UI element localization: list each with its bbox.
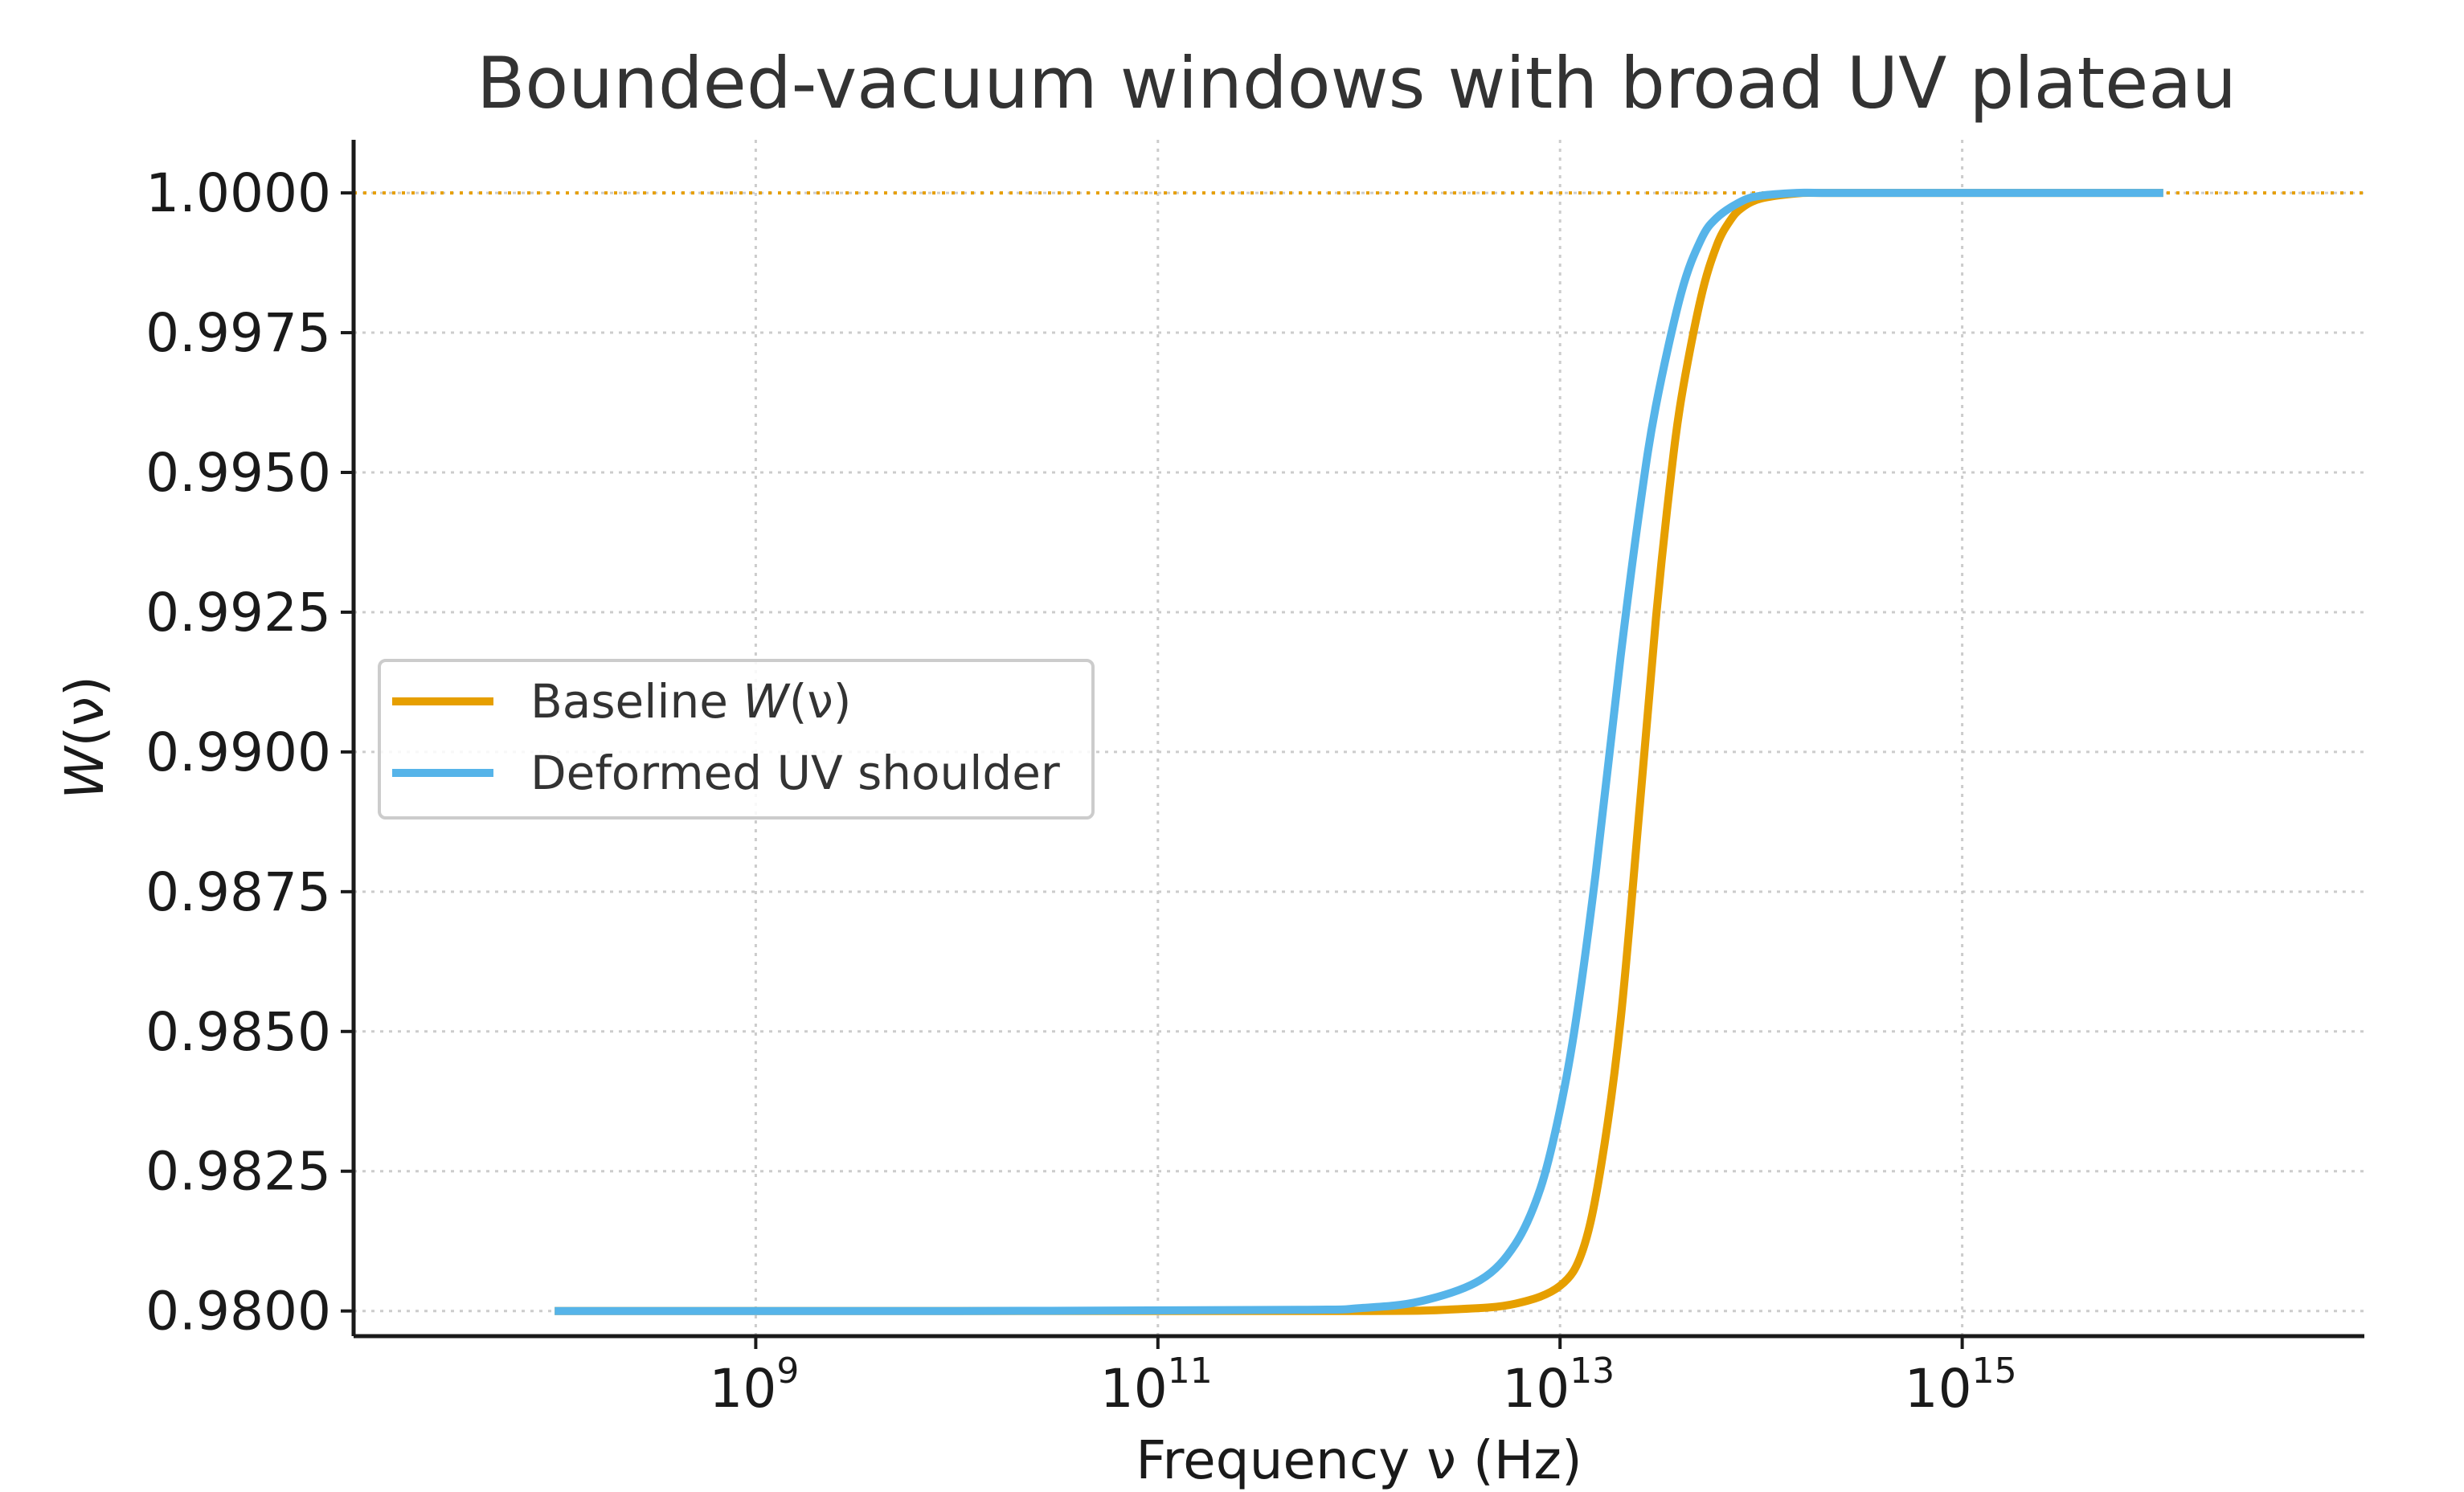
y-tick-label: 1.0000 <box>145 162 331 224</box>
y-axis-label: W(ν) <box>54 676 116 799</box>
y-ticks: 0.9800 0.9825 0.9850 0.9875 0.9900 0.9925 0.99… <box>145 162 354 1343</box>
y-tick-label: 0.9925 <box>145 582 331 644</box>
legend: Baseline W(ν) Deformed UV shoulder <box>378 659 1095 820</box>
y-tick-label: 0.9825 <box>145 1141 331 1203</box>
x-tick-label: 109 <box>709 1351 799 1420</box>
series-group <box>555 188 2163 1315</box>
y-tick-label: 0.9975 <box>145 302 331 364</box>
x-axis-label: Frequency ν (Hz) <box>1136 1429 1582 1491</box>
series-line-deformed <box>555 188 2163 1315</box>
legend-box <box>378 659 1095 820</box>
y-tick-label: 0.9800 <box>145 1281 331 1343</box>
y-tick-label: 0.9850 <box>145 1001 331 1063</box>
y-tick-label: 0.9900 <box>145 721 331 783</box>
x-ticks: 109 1011 1013 1015 <box>709 1336 2017 1420</box>
legend-label-deformed: Deformed UV shoulder <box>530 746 1060 800</box>
chart-title: Bounded-vacuum windows with broad UV pla… <box>477 42 2237 125</box>
y-tick-label: 0.9950 <box>145 442 331 504</box>
x-tick-label: 1015 <box>1905 1351 2017 1420</box>
x-tick-label: 1013 <box>1502 1351 1615 1420</box>
x-tick-label: 1011 <box>1100 1351 1213 1420</box>
legend-label-baseline: Baseline W(ν) <box>530 674 851 729</box>
legend-entries: Baseline W(ν) Deformed UV shoulder <box>392 674 1060 800</box>
y-tick-label: 0.9875 <box>145 861 331 923</box>
